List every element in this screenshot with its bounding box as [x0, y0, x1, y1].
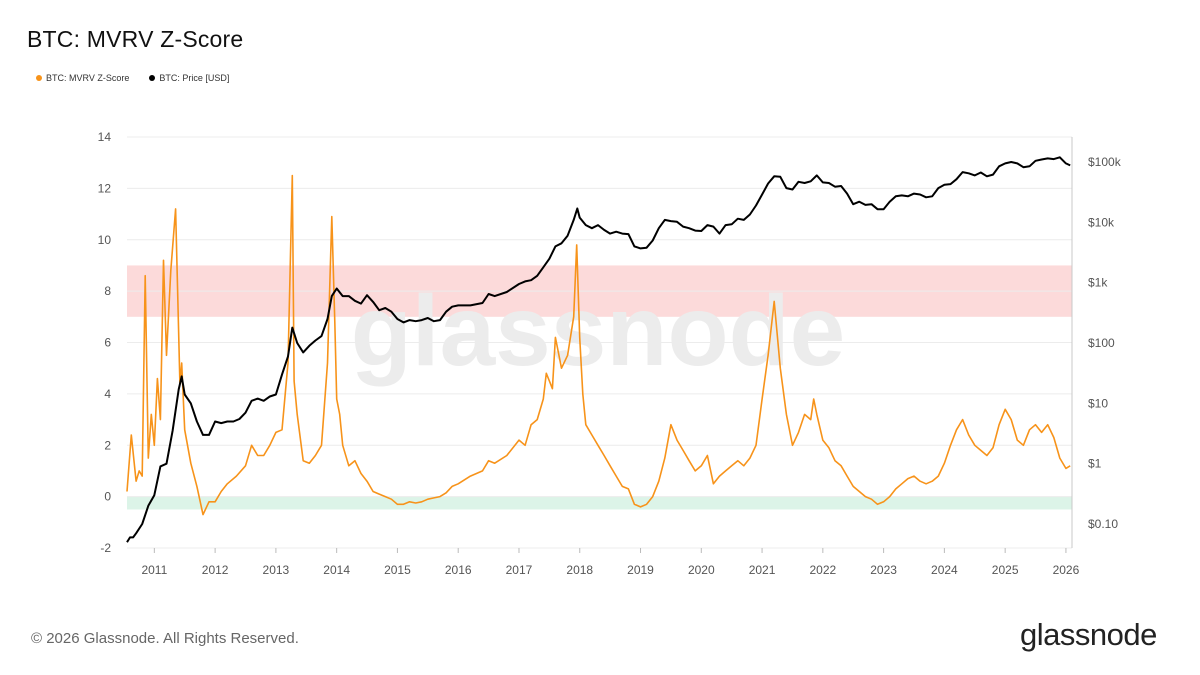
- legend-item-price[interactable]: BTC: Price [USD]: [149, 73, 229, 83]
- x-tick-5: 2016: [445, 563, 472, 577]
- y-left-tick-7: 12: [98, 181, 112, 195]
- x-tick-1: 2012: [202, 563, 229, 577]
- legend-label-price: BTC: Price [USD]: [159, 73, 230, 83]
- y-left-tick-5: 8: [104, 284, 111, 298]
- legend-label-zscore: BTC: MVRV Z-Score: [46, 73, 130, 83]
- x-tick-7: 2018: [566, 563, 593, 577]
- x-tick-6: 2017: [506, 563, 533, 577]
- x-tick-14: 2025: [992, 563, 1019, 577]
- x-tick-10: 2021: [749, 563, 776, 577]
- legend: BTC: MVRV Z-Score BTC: Price [USD]: [36, 73, 229, 83]
- x-tick-12: 2023: [870, 563, 897, 577]
- x-tick-15: 2026: [1053, 563, 1080, 577]
- y-left-tick-8: 14: [98, 130, 112, 144]
- x-tick-13: 2024: [931, 563, 958, 577]
- series-line-btc-price: [126, 156, 1071, 543]
- x-tick-2: 2013: [263, 563, 290, 577]
- y-left-tick-2: 2: [104, 438, 111, 452]
- y-right-tick-5: $10k: [1088, 215, 1115, 229]
- x-tick-4: 2015: [384, 563, 411, 577]
- y-right-tick-1: $1: [1088, 457, 1102, 471]
- legend-item-zscore[interactable]: BTC: MVRV Z-Score: [36, 73, 129, 83]
- y-left-tick-0: -2: [100, 541, 111, 555]
- brand-logo: glassnode: [1020, 617, 1157, 652]
- x-tick-3: 2014: [323, 563, 350, 577]
- y-right-tick-2: $10: [1088, 396, 1108, 410]
- watermark: glassnode: [351, 275, 846, 387]
- series-line-mvrv-zscore: [126, 174, 1071, 516]
- y-left-tick-4: 6: [104, 336, 111, 350]
- legend-swatch-zscore: [36, 75, 42, 81]
- y-right-tick-6: $100k: [1088, 155, 1122, 169]
- y-left-tick-3: 4: [104, 387, 111, 401]
- legend-swatch-price: [149, 75, 156, 81]
- x-tick-8: 2019: [627, 563, 654, 577]
- y-right-tick-0: $0.10: [1088, 517, 1118, 531]
- y-right-tick-3: $100: [1088, 336, 1115, 350]
- x-tick-0: 2011: [141, 563, 167, 577]
- zone-band-1: [127, 496, 1072, 510]
- copyright-text: © 2026 Glassnode. All Rights Reserved.: [31, 630, 299, 647]
- y-left-tick-6: 10: [98, 233, 112, 247]
- chart-title: BTC: MVRV Z-Score: [27, 26, 244, 52]
- y-right-tick-4: $1k: [1088, 276, 1108, 290]
- x-tick-11: 2022: [809, 563, 836, 577]
- x-tick-9: 2020: [688, 563, 715, 577]
- y-left-tick-1: 0: [104, 490, 111, 504]
